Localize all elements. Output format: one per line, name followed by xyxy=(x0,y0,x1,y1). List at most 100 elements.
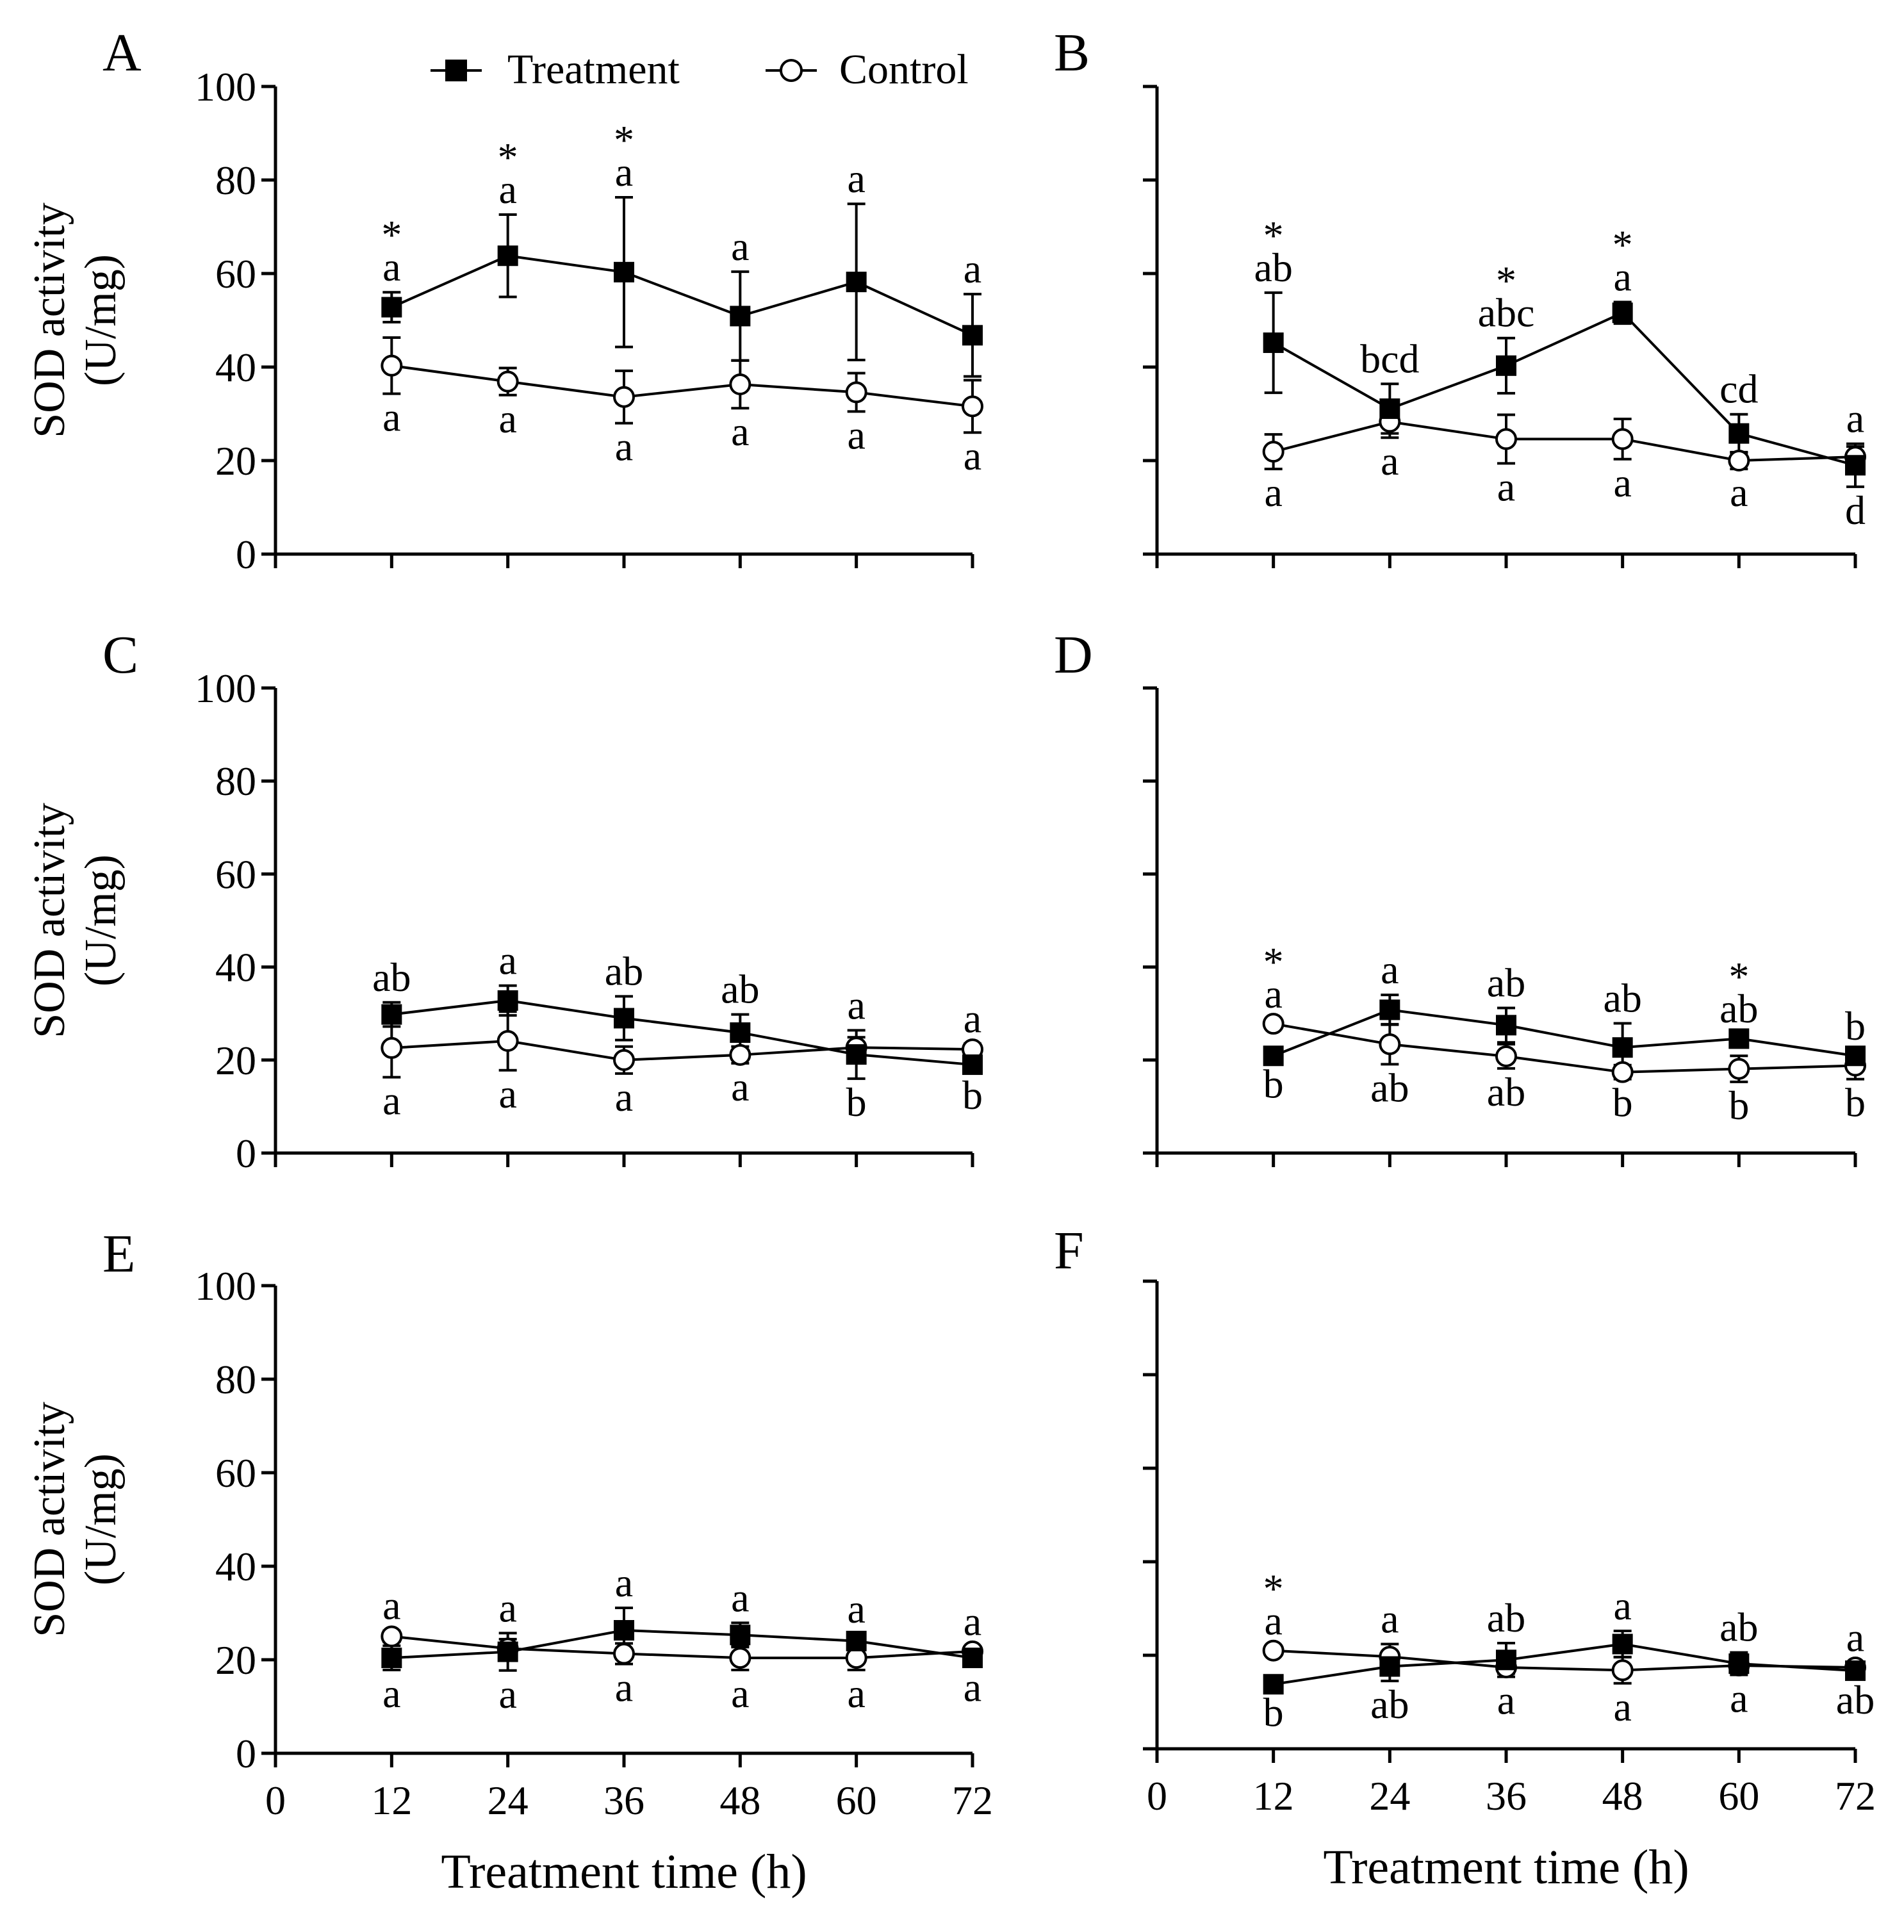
treatment-letter-b-24: bcd xyxy=(1360,336,1419,381)
control-point-d-60 xyxy=(1728,1058,1750,1080)
control-letter-f-24: a xyxy=(1381,1596,1399,1641)
y-tick-label-c-80: 80 xyxy=(215,758,256,804)
treatment-letter-c-48: ab xyxy=(721,967,759,1012)
treatment-point-f-72 xyxy=(1845,1660,1866,1682)
treatment-point-f-12 xyxy=(1263,1674,1284,1695)
significance-star-a-12: * xyxy=(381,212,402,258)
y-axis-label-line2-c: (U/mg) xyxy=(76,855,126,986)
treatment-point-d-72 xyxy=(1845,1045,1866,1067)
control-point-c-24 xyxy=(497,1030,519,1052)
treatment-line-e xyxy=(391,1629,973,1660)
treatment-letter-f-24: ab xyxy=(1370,1682,1409,1727)
treatment-letter-e-12: a xyxy=(382,1671,400,1716)
panel-label-c: C xyxy=(103,625,138,685)
treatment-letter-b-12: ab xyxy=(1254,245,1292,290)
x-tick-label-f-24: 24 xyxy=(1369,1773,1410,1819)
treatment-point-c-24 xyxy=(497,990,518,1011)
treatment-letter-f-36: ab xyxy=(1487,1595,1525,1641)
y-tick-label-a-60: 60 xyxy=(215,251,256,297)
control-line-a xyxy=(391,364,973,408)
control-letter-c-60: a xyxy=(847,982,865,1027)
treatment-letter-c-24: a xyxy=(498,938,516,983)
control-point-e-48 xyxy=(729,1647,751,1669)
control-letter-a-48: a xyxy=(731,409,749,454)
control-line-f xyxy=(1273,1649,1856,1672)
treatment-letter-f-48: a xyxy=(1613,1583,1631,1628)
y-tick-label-e-40: 40 xyxy=(215,1544,256,1589)
control-letter-f-72: a xyxy=(1846,1615,1864,1660)
treatment-letter-d-36: ab xyxy=(1487,960,1525,1005)
treatment-letter-c-12: ab xyxy=(372,954,411,1000)
control-point-a-12 xyxy=(381,354,403,377)
control-point-b-48 xyxy=(1611,428,1634,450)
control-letter-c-72: a xyxy=(964,995,981,1041)
treatment-point-e-24 xyxy=(497,1641,518,1662)
y-tick-label-e-100: 100 xyxy=(195,1263,256,1309)
control-letter-c-24: a xyxy=(498,1071,516,1117)
treatment-point-c-36 xyxy=(614,1008,634,1029)
treatment-point-b-60 xyxy=(1728,423,1750,444)
treatment-line-b xyxy=(1272,311,1856,467)
x-tick-label-f-72: 72 xyxy=(1835,1773,1876,1819)
x-tick-label-e-60: 60 xyxy=(836,1778,877,1823)
y-axis-label-line2-a: (U/mg) xyxy=(76,254,126,386)
treatment-line-f xyxy=(1273,1642,1856,1686)
y-tick-label-e-80: 80 xyxy=(215,1357,256,1402)
y-tick-label-a-80: 80 xyxy=(215,158,256,203)
x-tick-label-e-48: 48 xyxy=(719,1778,760,1823)
treatment-letter-a-72: a xyxy=(964,246,981,291)
control-point-a-48 xyxy=(729,373,751,396)
control-point-d-48 xyxy=(1611,1061,1634,1083)
treatment-point-b-24 xyxy=(1379,398,1400,419)
treatment-line-d xyxy=(1272,1008,1856,1058)
treatment-letter-a-48: a xyxy=(731,224,749,269)
panel-e: E 0 20 40 60 80 100 0 12 24 36 48 60 72 SOD activity (U… xyxy=(25,1224,993,1899)
treatment-letter-c-36: ab xyxy=(605,948,643,994)
control-point-e-36 xyxy=(613,1642,635,1665)
treatment-point-d-24 xyxy=(1379,999,1400,1020)
treatment-point-b-72 xyxy=(1845,455,1866,476)
treatment-letter-b-60: cd xyxy=(1719,366,1758,412)
control-letter-d-72: b xyxy=(1845,1080,1866,1126)
treatment-point-e-72 xyxy=(962,1648,983,1669)
treatment-letter-a-24: a xyxy=(498,167,516,212)
control-letter-e-36: a xyxy=(615,1665,633,1710)
treatment-letter-d-60: ab xyxy=(1719,986,1758,1031)
x-tick-label-f-48: 48 xyxy=(1602,1773,1643,1819)
control-letter-d-48: b xyxy=(1613,1080,1633,1126)
control-letter-b-24: a xyxy=(1381,438,1399,484)
y-tick-label-a-20: 20 xyxy=(215,438,256,484)
control-letter-b-60: a xyxy=(1730,470,1748,515)
treatment-point-a-12 xyxy=(381,297,402,318)
y-tick-label-e-0: 0 xyxy=(236,1731,256,1776)
treatment-letter-d-12: b xyxy=(1263,1061,1284,1107)
panel-label-d: D xyxy=(1054,625,1093,685)
control-letter-b-72: a xyxy=(1846,396,1864,441)
control-line-d xyxy=(1273,1022,1856,1074)
treatment-letter-f-12: b xyxy=(1263,1690,1284,1735)
control-letter-d-36: ab xyxy=(1487,1069,1525,1115)
treatment-letter-b-36: abc xyxy=(1478,290,1535,336)
significance-star-d-60: * xyxy=(1728,954,1749,999)
control-letter-a-36: a xyxy=(615,424,633,470)
treatment-point-d-60 xyxy=(1728,1028,1750,1049)
treatment-letter-a-60: a xyxy=(847,156,865,201)
y-tick-label-c-40: 40 xyxy=(215,945,256,990)
treatment-point-d-12 xyxy=(1263,1045,1284,1067)
treatment-letter-e-60: a xyxy=(847,1586,865,1632)
control-point-e-12 xyxy=(381,1625,403,1648)
control-point-d-24 xyxy=(1379,1033,1401,1056)
treatment-point-e-60 xyxy=(846,1630,867,1651)
control-letter-b-36: a xyxy=(1497,464,1515,509)
control-point-a-60 xyxy=(845,381,867,404)
treatment-letter-a-36: a xyxy=(615,149,633,195)
treatment-point-b-48 xyxy=(1612,302,1633,323)
y-tick-label-c-0: 0 xyxy=(236,1131,256,1176)
y-axis-label-line1-e: SOD activity xyxy=(25,1402,74,1637)
control-letter-e-72: a xyxy=(964,1599,981,1644)
control-point-c-36 xyxy=(613,1049,635,1071)
panel-label-b: B xyxy=(1054,23,1090,83)
treatment-line-c xyxy=(391,999,973,1067)
x-tick-label-e-72: 72 xyxy=(952,1778,993,1823)
panel-label-f: F xyxy=(1054,1221,1084,1281)
